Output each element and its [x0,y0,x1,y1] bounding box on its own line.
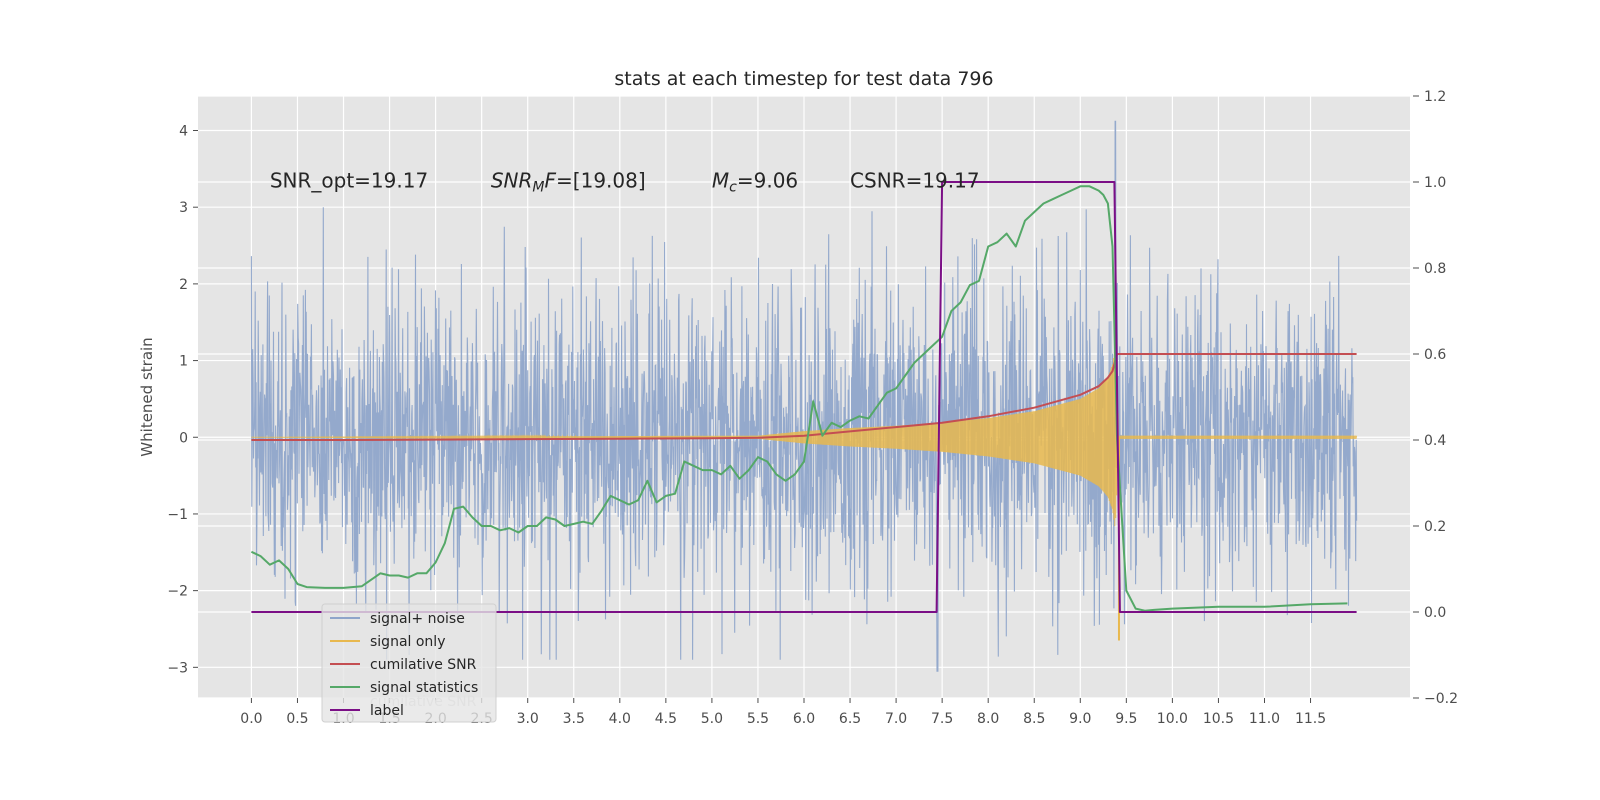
x-tick-label: 4.5 [655,711,677,727]
y2-tick-label: −0.2 [1424,691,1458,707]
x-tick-label: 3.0 [517,711,539,727]
x-tick-label: 5.5 [747,711,769,727]
x-tick-label: 8.0 [977,711,999,727]
chart-title: stats at each timestep for test data 796 [614,68,993,90]
x-tick-label: 0.5 [286,711,308,727]
y2-tick-label: 1.0 [1424,175,1446,191]
legend-entry-label: label [370,703,404,719]
annotations: SNR_opt=19.17 SNRMF=[19.08] Mc=9.06 CSNR=19… [270,168,980,195]
signal-noise-series [250,120,1358,672]
x-tick-label: 3.5 [563,711,585,727]
signal-only-line [251,345,1358,527]
y-tick-label: 3 [179,200,188,216]
y-tick-label: 0 [179,430,188,446]
legend-entry-label: signal+ noise [370,611,465,627]
x-tick-label: 10.5 [1203,711,1234,727]
x-tick-label: 11.0 [1249,711,1280,727]
x-tick-label: 4.0 [609,711,631,727]
y-axis-ticks: −3 −2 −1 0 1 2 3 4 [167,124,198,676]
x-tick-label: 6.0 [793,711,815,727]
signal-noise-line [250,120,1358,672]
annotation-4: CSNR=19.17 [850,168,980,192]
y-axis-label: Whitened strain [138,337,156,456]
y-tick-label: −3 [167,660,188,676]
y-tick-label: 2 [179,277,188,293]
line-series [250,181,1357,613]
x-tick-label: 6.5 [839,711,861,727]
y2-tick-label: 0.4 [1424,433,1446,449]
x-tick-label: 5.0 [701,711,723,727]
y-tick-label: 4 [179,124,188,140]
legend-entry-label: cumilative SNR [370,657,477,673]
y2-axis-ticks: −0.2 0.0 0.2 0.4 0.6 0.8 1.0 1.2 [1413,89,1458,707]
x-tick-label: 11.5 [1295,711,1326,727]
legend-box [321,603,497,723]
annotation-2: SNRMF=[19.08] [491,168,646,195]
y2-tick-label: 0.6 [1424,347,1446,363]
annotation-3: Mc=9.06 [712,168,798,195]
y2-tick-label: 0.8 [1424,261,1446,277]
y2-tick-label: 0.2 [1424,519,1446,535]
x-tick-label: 0.0 [240,711,262,727]
y-tick-label: −2 [167,584,188,600]
y2-tick-label: 0.0 [1424,605,1446,621]
x-tick-label: 7.5 [931,711,953,727]
annotation-1: SNR_opt=19.17 [270,168,428,192]
label-line [251,181,1357,613]
y-tick-label: −1 [167,507,188,523]
y-tick-label: 1 [179,354,188,370]
cumilative-snr-line [251,353,1357,441]
x-tick-label: 7.0 [885,711,907,727]
x-tick-label: 10.0 [1157,711,1188,727]
signal-statistics-line [250,185,1348,612]
y2-tick-label: 1.2 [1424,89,1446,105]
x-tick-label: 9.0 [1069,711,1091,727]
legend-entry-label: signal only [370,634,445,650]
x-axis-ticks: 0.00.51.01.52.02.53.03.54.04.55.05.56.06… [240,698,1326,727]
x-tick-label: 8.5 [1023,711,1045,727]
legend-entry-label: signal statistics [370,680,478,696]
x-tick-label: 9.5 [1115,711,1137,727]
